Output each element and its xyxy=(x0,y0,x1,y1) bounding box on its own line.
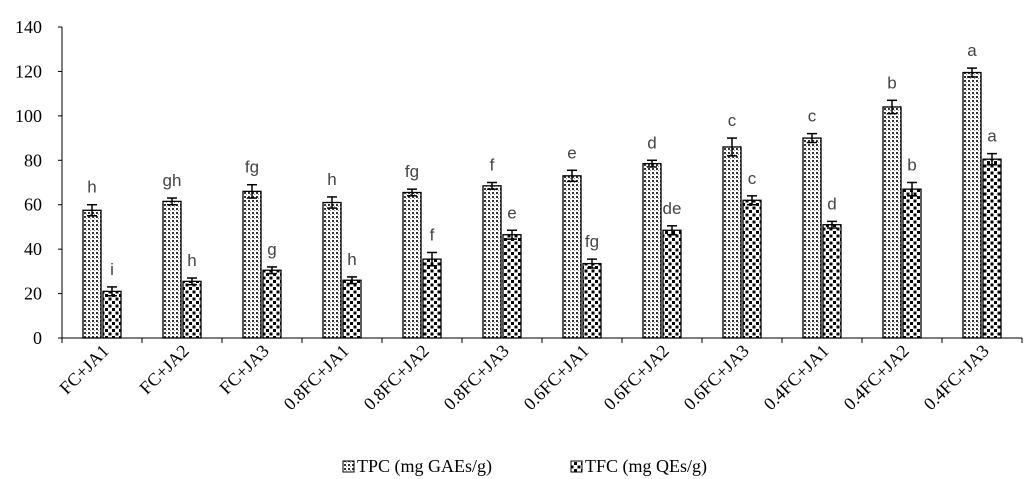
y-tick-label: 120 xyxy=(15,61,42,81)
x-tick-label: FC+JA1 xyxy=(55,341,112,398)
y-tick-label: 80 xyxy=(24,150,42,170)
y-tick-label: 0 xyxy=(33,328,42,348)
significance-letter: c xyxy=(808,107,817,126)
legend-label: TPC (mg GAEs/g) xyxy=(357,456,492,477)
x-tick-label: FC+JA3 xyxy=(215,341,272,398)
bar-tpc xyxy=(882,106,902,339)
x-tick-label: 0.6FC+JA1 xyxy=(520,341,593,414)
bar-tfc xyxy=(262,269,282,339)
significance-letter: c xyxy=(728,111,737,130)
x-tick-label: 0.8FC+JA1 xyxy=(280,341,353,414)
bar-tpc xyxy=(162,200,182,339)
legend-label: TFC (mg QEs/g) xyxy=(585,456,707,477)
significance-letter: fg xyxy=(405,162,419,181)
bar-tpc xyxy=(722,146,742,339)
x-tick-label: 0.6FC+JA2 xyxy=(600,341,673,414)
significance-letter: e xyxy=(507,203,516,222)
bar-tfc xyxy=(502,234,522,339)
labels: FC+JA1 FC+JA2 FC+JA3 0.8FC+JA1 0.8FC+JA2 0.8F… xyxy=(55,41,997,414)
x-tick-label: FC+JA2 xyxy=(135,341,192,398)
bar-tfc xyxy=(102,290,122,339)
bar-tpc xyxy=(642,162,662,339)
legend-swatch-tpc xyxy=(342,460,355,473)
x-tick-label: 0.4FC+JA2 xyxy=(840,341,913,414)
significance-letter: e xyxy=(567,143,576,162)
significance-letter: i xyxy=(110,260,114,279)
axes: 0 20 40 60 80 100 120 140 xyxy=(15,17,1023,348)
significance-letter: b xyxy=(907,156,916,175)
significance-letter: h xyxy=(187,251,196,270)
bar-tfc xyxy=(662,229,682,339)
bar-tfc xyxy=(182,280,202,339)
bar-tfc xyxy=(822,224,842,339)
x-tick-label: 0.8FC+JA2 xyxy=(360,341,433,414)
y-tick-label: 20 xyxy=(24,284,42,304)
bar-tpc xyxy=(562,175,582,339)
bar-tpc xyxy=(242,190,262,339)
significance-letter: fg xyxy=(245,158,259,177)
bar-tpc xyxy=(962,71,982,339)
significance-letter: d xyxy=(647,133,656,152)
y-tick-label: 60 xyxy=(24,195,42,215)
bar-tfc xyxy=(582,262,602,339)
significance-letter: fg xyxy=(585,232,599,251)
y-tick-label: 40 xyxy=(24,239,42,259)
y-tick-label: 140 xyxy=(15,17,42,37)
bars xyxy=(82,67,1002,339)
significance-letter: a xyxy=(967,41,977,60)
bar-tfc xyxy=(342,279,362,339)
legend-swatch-tfc xyxy=(570,460,583,473)
bar-tfc xyxy=(982,158,1002,339)
significance-letter: f xyxy=(490,156,495,175)
bar-tpc xyxy=(82,209,102,339)
x-tick-label: 0.4FC+JA3 xyxy=(920,341,993,414)
significance-letter: gh xyxy=(163,171,182,190)
x-tick-label: 0.8FC+JA3 xyxy=(440,341,513,414)
significance-letter: f xyxy=(430,225,435,244)
significance-letter: de xyxy=(663,199,682,218)
bar-tfc xyxy=(422,258,442,339)
significance-letter: h xyxy=(87,178,96,197)
significance-letter: g xyxy=(267,240,276,259)
bar-tfc xyxy=(902,188,922,339)
x-tick-label: 0.4FC+JA1 xyxy=(760,341,833,414)
bar-tpc xyxy=(322,201,342,339)
bar-tpc xyxy=(482,185,502,339)
legend: TPC (mg GAEs/g) TFC (mg QEs/g) xyxy=(342,456,707,477)
significance-letter: h xyxy=(327,170,336,189)
significance-letter: a xyxy=(987,127,997,146)
bar-tfc xyxy=(742,199,762,339)
significance-letter: c xyxy=(748,169,757,188)
y-tick-label: 100 xyxy=(15,106,42,126)
significance-letter: h xyxy=(347,250,356,269)
significance-letter: b xyxy=(887,73,896,92)
x-tick-label: 0.6FC+JA3 xyxy=(680,341,753,414)
bar-tpc xyxy=(802,137,822,339)
significance-letter: d xyxy=(827,194,836,213)
bar-tpc xyxy=(402,191,422,339)
